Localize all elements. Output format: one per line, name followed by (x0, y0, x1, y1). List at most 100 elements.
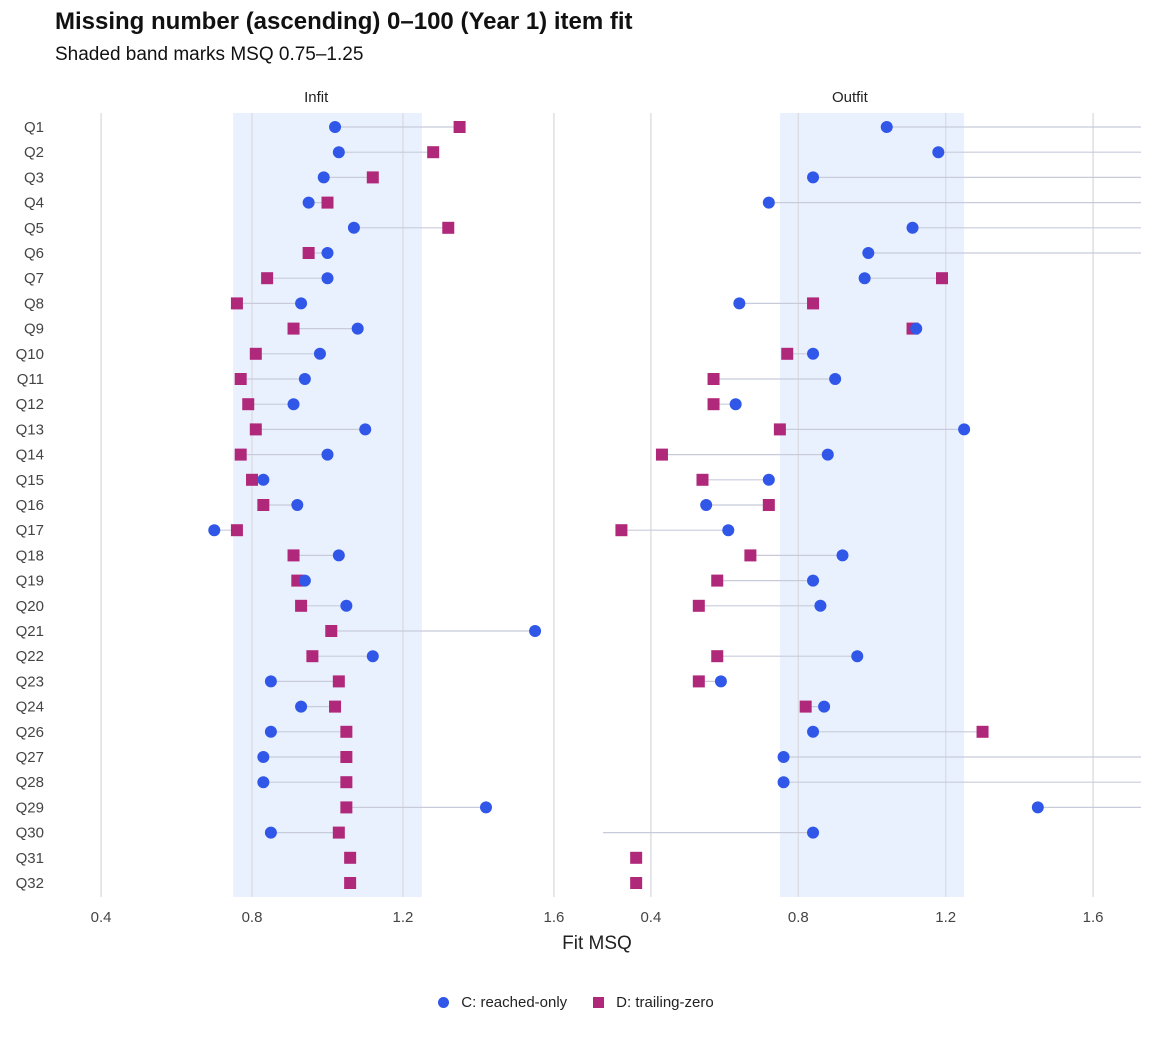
y-tick-label: Q31 (16, 850, 44, 867)
point-reached-only (347, 221, 360, 234)
point-trailing-zero (230, 524, 243, 537)
point-reached-only (700, 499, 713, 511)
panel-outfit: 0.4 0.8 1.2 1.6 Outfit (603, 89, 1141, 926)
point-trailing-zero (692, 675, 705, 688)
point-trailing-zero (287, 322, 300, 335)
point-trailing-zero (366, 171, 379, 184)
y-tick-label: Q24 (16, 699, 44, 716)
point-trailing-zero (329, 700, 342, 713)
point-reached-only (313, 347, 326, 360)
point-reached-only (480, 801, 493, 814)
point-reached-only (295, 700, 308, 713)
y-tick-label: Q18 (16, 547, 44, 564)
point-trailing-zero (249, 347, 262, 360)
point-reached-only (858, 272, 871, 285)
y-tick-label: Q7 (24, 270, 44, 287)
point-reached-only (295, 297, 308, 310)
y-tick-label: Q32 (16, 875, 44, 892)
point-reached-only (298, 574, 311, 587)
x-tick-label: 0.8 (788, 909, 809, 926)
point-trailing-zero (807, 297, 820, 310)
point-trailing-zero (453, 121, 466, 133)
point-reached-only (807, 171, 820, 184)
y-tick-label: Q28 (16, 774, 44, 791)
point-trailing-zero (234, 373, 247, 385)
point-trailing-zero (295, 599, 308, 612)
point-trailing-zero (442, 221, 455, 234)
point-reached-only (836, 549, 849, 562)
x-tick-label: 1.6 (1083, 909, 1104, 926)
point-trailing-zero (249, 423, 262, 436)
point-trailing-zero (287, 549, 300, 562)
y-tick-label: Q26 (16, 724, 44, 741)
y-tick-label: Q14 (16, 447, 44, 464)
y-tick-label: Q10 (16, 346, 44, 363)
fit-band-outfit (779, 113, 965, 897)
point-trailing-zero (246, 473, 259, 486)
y-tick-label: Q17 (16, 522, 44, 539)
panel-title-outfit: Outfit (832, 89, 869, 106)
point-reached-only (351, 322, 364, 335)
point-reached-only (291, 499, 304, 511)
point-trailing-zero (711, 650, 724, 663)
point-reached-only (807, 347, 820, 360)
point-reached-only (777, 751, 790, 763)
point-trailing-zero (630, 851, 643, 864)
point-reached-only (1031, 801, 1044, 814)
point-trailing-zero (230, 297, 243, 310)
point-trailing-zero (773, 423, 786, 436)
point-reached-only (714, 675, 727, 688)
point-reached-only (910, 322, 923, 335)
legend: C: reached-only D: trailing-zero (0, 994, 1152, 1011)
point-reached-only (818, 700, 831, 713)
point-reached-only (722, 524, 735, 537)
point-trailing-zero (321, 196, 334, 209)
point-reached-only (529, 625, 542, 637)
point-trailing-zero (257, 499, 270, 511)
point-reached-only (851, 650, 864, 663)
point-trailing-zero (242, 398, 255, 411)
point-trailing-zero (340, 725, 353, 738)
y-tick-label: Q6 (24, 245, 44, 262)
panel-infit: 0.4 0.8 1.2 1.6 Infit (91, 89, 565, 926)
x-tick-label: 1.2 (393, 909, 414, 926)
y-tick-label: Q16 (16, 497, 44, 514)
point-trailing-zero (344, 877, 357, 889)
point-trailing-zero (799, 700, 812, 713)
y-tick-label: Q23 (16, 673, 44, 690)
point-reached-only (317, 171, 330, 184)
x-tick-label: 0.8 (242, 909, 263, 926)
point-reached-only (257, 473, 270, 486)
point-trailing-zero (655, 448, 668, 461)
x-tick-label: 0.4 (91, 909, 112, 926)
point-trailing-zero (711, 574, 724, 587)
point-trailing-zero (325, 625, 338, 637)
point-trailing-zero (615, 524, 628, 537)
point-reached-only (321, 247, 334, 259)
point-reached-only (729, 398, 742, 411)
point-reached-only (366, 650, 379, 663)
point-reached-only (264, 826, 277, 839)
point-reached-only (264, 725, 277, 738)
point-reached-only (807, 826, 820, 839)
point-trailing-zero (306, 650, 319, 663)
point-reached-only (958, 423, 971, 436)
y-tick-label: Q19 (16, 573, 44, 590)
x-tick-label: 1.2 (935, 909, 956, 926)
legend-item-reached-only: C: reached-only (438, 994, 567, 1011)
point-reached-only (208, 524, 221, 537)
point-trailing-zero (630, 877, 643, 889)
point-reached-only (359, 423, 372, 436)
legend-square-swatch (593, 997, 605, 1008)
y-tick-label: Q8 (24, 295, 44, 312)
point-trailing-zero (936, 272, 949, 285)
y-tick-label: Q21 (16, 623, 44, 640)
point-trailing-zero (744, 549, 757, 562)
point-reached-only (298, 373, 311, 385)
point-reached-only (807, 574, 820, 587)
point-trailing-zero (340, 776, 353, 789)
point-trailing-zero (234, 448, 247, 461)
y-tick-label: Q2 (24, 144, 44, 161)
point-trailing-zero (261, 272, 274, 285)
point-reached-only (906, 221, 919, 234)
